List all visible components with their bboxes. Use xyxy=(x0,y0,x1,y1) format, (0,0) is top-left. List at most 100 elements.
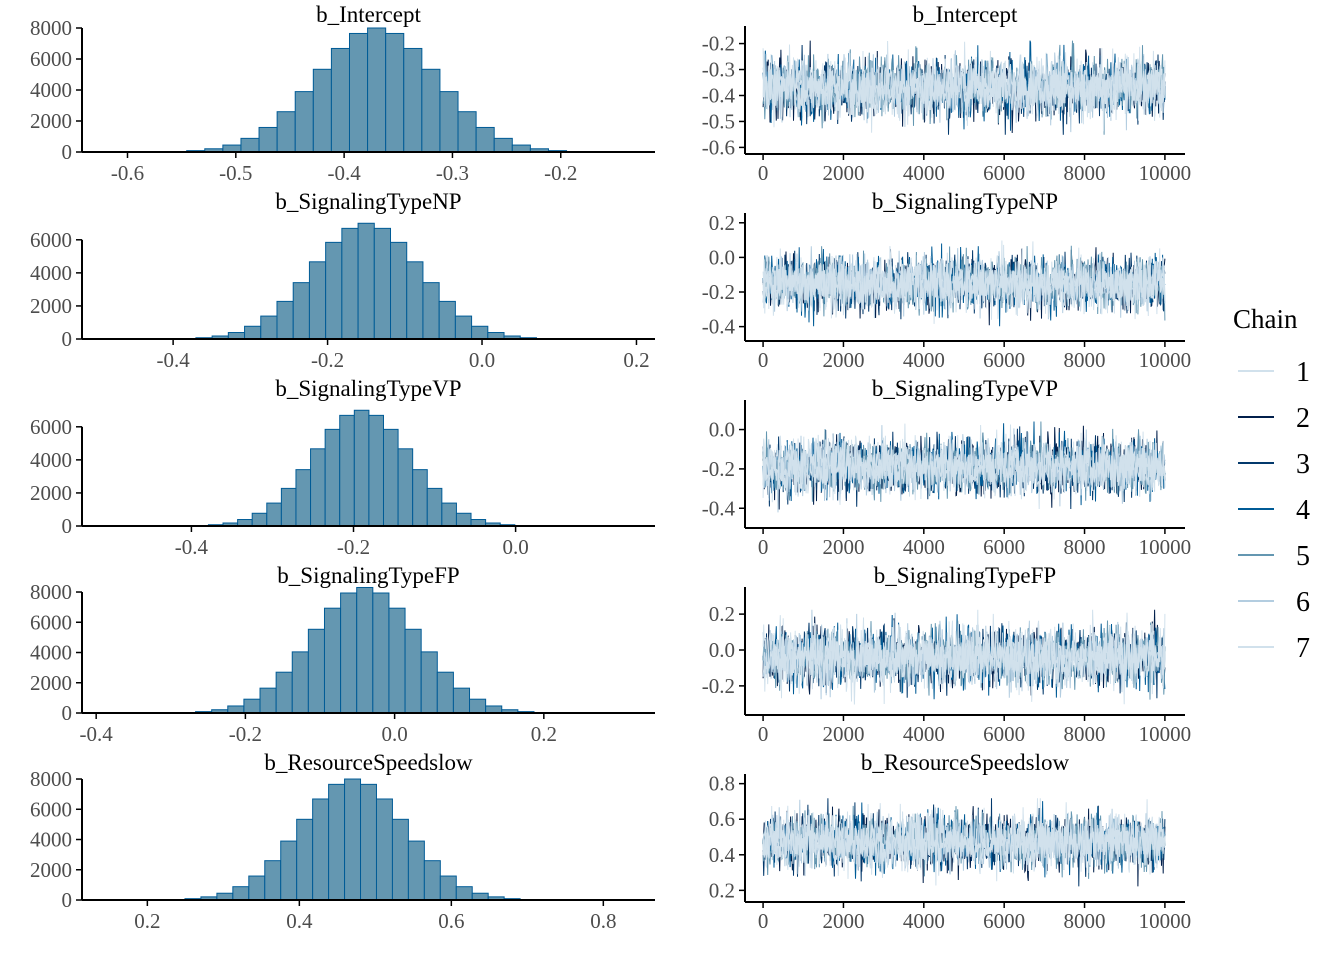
panels: b_Intercept-0.6-0.5-0.4-0.3-0.2020004000… xyxy=(30,2,1191,933)
y-tick-label: 2000 xyxy=(30,109,72,133)
y-tick-label: 4000 xyxy=(30,828,72,852)
x-tick-label: 4000 xyxy=(903,722,945,746)
histogram-bar xyxy=(241,138,259,152)
y-tick-label: 4000 xyxy=(30,261,72,285)
x-tick-label: 10000 xyxy=(1139,161,1192,185)
x-tick-label: 2000 xyxy=(822,722,864,746)
y-tick-label: 0 xyxy=(62,888,73,912)
histogram-bar xyxy=(326,242,342,339)
histogram-bar xyxy=(427,488,442,526)
histogram-title: b_SignalingTypeNP xyxy=(275,189,461,214)
y-tick-label: 2000 xyxy=(30,481,72,505)
histogram-bar xyxy=(437,672,453,713)
y-tick-label: -0.4 xyxy=(702,315,736,339)
histogram-bar xyxy=(472,326,488,339)
y-tick-label: -0.4 xyxy=(702,83,736,107)
y-tick-label: 6000 xyxy=(30,47,72,71)
histogram-bar xyxy=(374,228,390,339)
y-tick-label: 2000 xyxy=(30,671,72,695)
x-tick-label: 8000 xyxy=(1064,348,1106,372)
x-tick-label: 10000 xyxy=(1139,722,1192,746)
histogram-bar xyxy=(404,48,422,152)
legend-item: 4 xyxy=(1238,495,1310,526)
histogram-bar xyxy=(361,784,377,900)
histogram-bar xyxy=(423,283,439,339)
histogram-bar xyxy=(408,841,424,900)
histogram-bar xyxy=(456,513,471,526)
y-tick-label: 4000 xyxy=(30,448,72,472)
histogram-bar xyxy=(470,699,486,713)
y-tick-label: 0.2 xyxy=(709,878,735,902)
histogram-bar xyxy=(325,429,340,526)
x-tick-label: 6000 xyxy=(983,909,1025,933)
histogram-bar xyxy=(424,861,440,900)
y-tick-label: 0 xyxy=(62,701,73,725)
x-tick-label: -0.3 xyxy=(436,161,469,185)
histogram-bar xyxy=(458,112,476,152)
x-tick-label: 2000 xyxy=(822,535,864,559)
histogram-bar xyxy=(386,33,404,152)
histogram-bar xyxy=(244,699,260,713)
x-tick-label: 6000 xyxy=(983,722,1025,746)
histogram-bar xyxy=(389,608,405,713)
y-tick-label: 0.0 xyxy=(709,418,735,442)
legend-label: 1 xyxy=(1296,357,1310,388)
legend-label: 7 xyxy=(1296,633,1310,664)
histogram-bar xyxy=(245,326,261,339)
histogram-bar xyxy=(261,316,277,339)
histogram-bar xyxy=(486,706,502,713)
legend-item: 6 xyxy=(1238,587,1310,618)
histogram-bar xyxy=(308,629,324,713)
x-tick-label: 8000 xyxy=(1064,722,1106,746)
histogram-title: b_Intercept xyxy=(316,2,421,27)
histogram-bar xyxy=(281,488,296,526)
x-tick-label: 6000 xyxy=(983,161,1025,185)
x-tick-label: 4000 xyxy=(903,348,945,372)
histogram-bar xyxy=(391,242,407,339)
x-tick-label: -0.2 xyxy=(337,535,370,559)
histogram-bar xyxy=(267,503,282,526)
histogram-bar xyxy=(340,415,355,526)
histogram-bar xyxy=(295,92,313,152)
y-tick-label: 0 xyxy=(62,327,73,351)
x-tick-label: 0.6 xyxy=(438,909,464,933)
y-tick-label: 6000 xyxy=(30,228,72,252)
histogram-bar xyxy=(313,69,331,152)
histogram-title: b_ResourceSpeedslow xyxy=(264,750,473,775)
x-tick-label: 0.8 xyxy=(590,909,616,933)
x-tick-label: 8000 xyxy=(1064,161,1106,185)
x-tick-label: -0.2 xyxy=(229,722,262,746)
histogram-bar xyxy=(422,69,440,152)
y-tick-label: 0.6 xyxy=(709,807,735,831)
x-tick-label: 6000 xyxy=(983,348,1025,372)
y-tick-label: 6000 xyxy=(30,610,72,634)
legend-item: 1 xyxy=(1238,357,1310,388)
x-tick-label: 4000 xyxy=(903,535,945,559)
histogram-bar xyxy=(440,92,458,152)
histogram-bar xyxy=(392,819,408,900)
trace-title: b_Intercept xyxy=(913,2,1018,27)
y-tick-label: 0.0 xyxy=(709,245,735,269)
histogram-bar xyxy=(455,316,471,339)
histogram-bar xyxy=(354,410,369,526)
x-tick-label: 0 xyxy=(758,348,769,372)
x-tick-label: 10000 xyxy=(1139,535,1192,559)
histogram-bar xyxy=(277,112,295,152)
histogram-bar xyxy=(252,513,267,526)
panel-b_Intercept: b_Intercept-0.6-0.5-0.4-0.3-0.2020004000… xyxy=(30,2,1191,185)
histogram-bar xyxy=(223,145,241,152)
histogram-bar xyxy=(453,688,469,713)
histogram-bar xyxy=(277,301,293,339)
legend-item: 5 xyxy=(1238,541,1310,572)
x-tick-label: 0.4 xyxy=(286,909,313,933)
histogram-bar xyxy=(407,262,423,339)
x-tick-label: 0 xyxy=(758,535,769,559)
histogram-bar xyxy=(421,652,437,713)
